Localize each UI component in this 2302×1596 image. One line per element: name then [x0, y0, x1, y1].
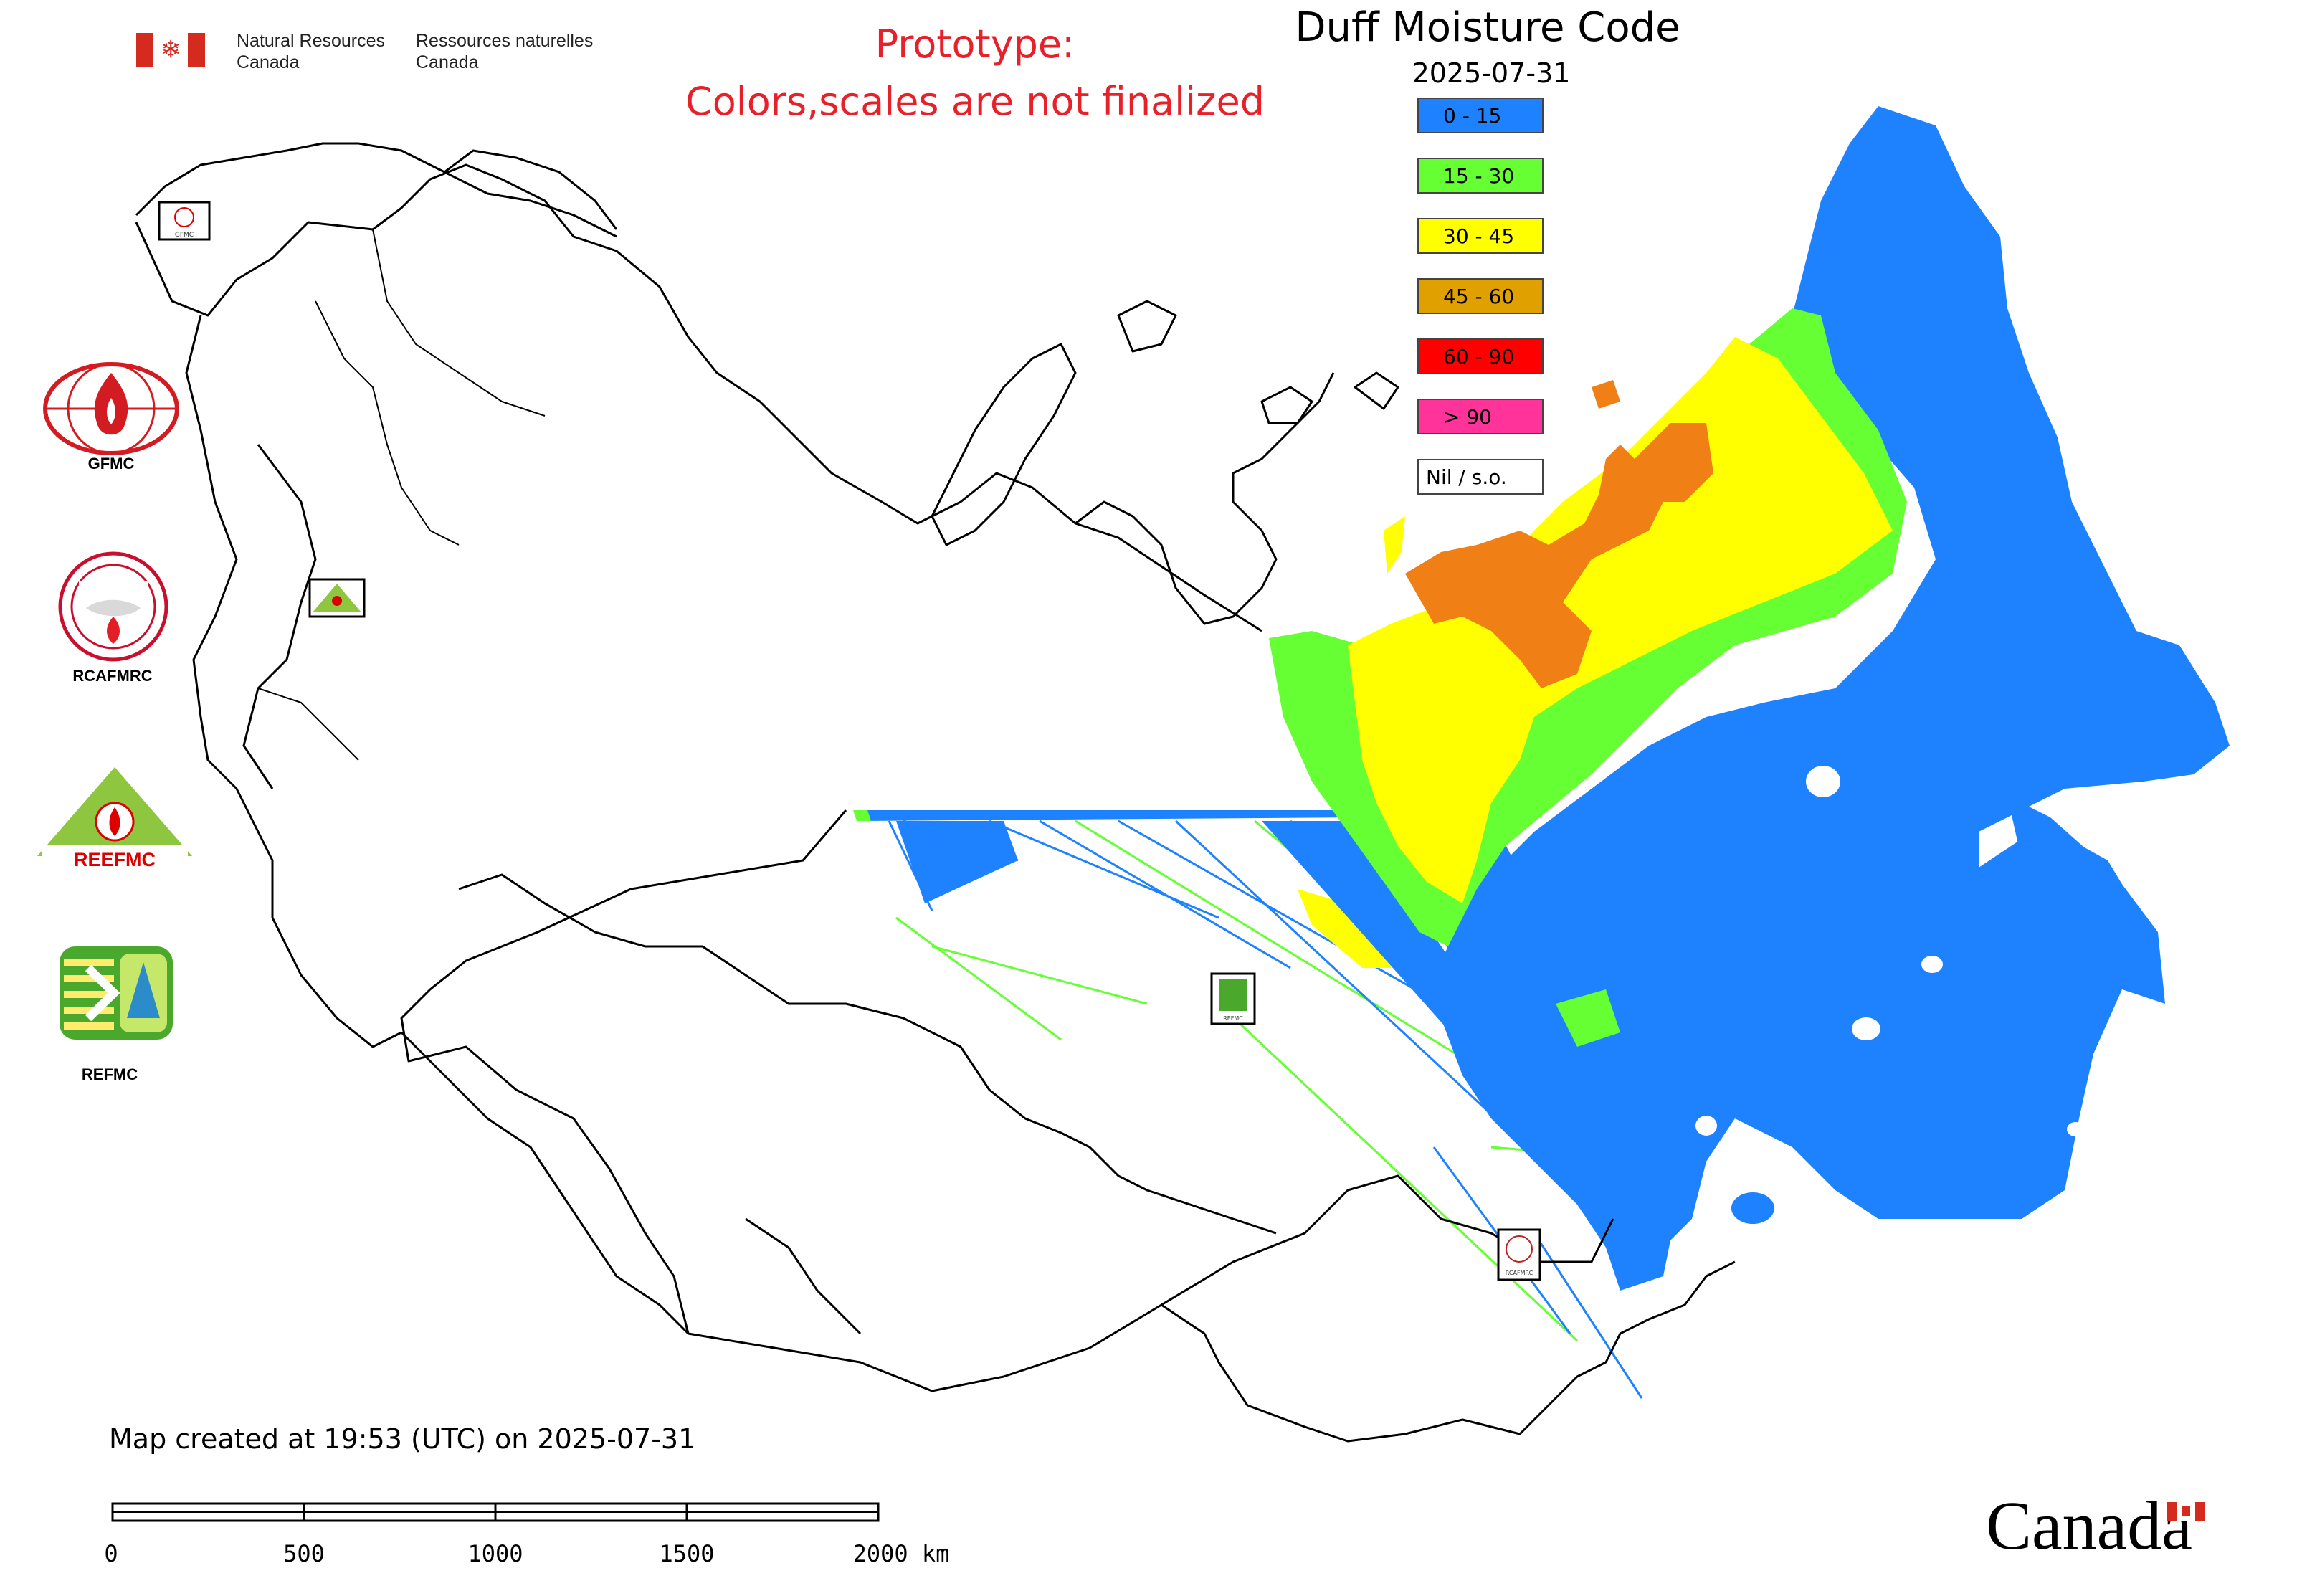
reefmc-logo-text: REEFMC	[74, 849, 156, 870]
legend-label: 30 - 45	[1443, 224, 1515, 248]
legend-item: 0 - 15	[1417, 98, 1544, 133]
smear-line	[1217, 1002, 1579, 1342]
dmc-45-60-island	[1592, 380, 1620, 409]
scale-tick-label: 1000	[467, 1540, 523, 1567]
scale-tick-label: 2000 km	[852, 1540, 950, 1567]
scale-tick-label: 500	[283, 1540, 325, 1567]
map-title: Duff Moisture Code	[1295, 4, 1680, 51]
legend-label: 15 - 30	[1443, 163, 1515, 188]
prototype-notice: Prototype: Colors,scales are not finaliz…	[667, 16, 1283, 130]
novaya-zemlya	[931, 343, 1077, 546]
kazakhstan-outline	[458, 873, 1277, 1235]
dmc-30-45-region	[1348, 337, 1893, 903]
rcafmrc-marker-label: RCAFMRC	[1506, 1270, 1533, 1276]
dmc-raster	[853, 106, 2230, 1399]
prototype-notice-line1: Prototype:	[875, 22, 1075, 67]
scandinavia-coast	[135, 142, 617, 238]
gfmc-caption: GFMC	[87, 455, 135, 472]
severnaya-zemlya	[1117, 300, 1177, 353]
smear-line	[1075, 820, 1492, 1077]
dmc-30-45-coast	[1384, 516, 1405, 574]
dmc-15-30-patch	[1556, 989, 1620, 1047]
boundaries	[135, 142, 1736, 1443]
legend-item: > 90	[1417, 399, 1544, 434]
scale-bar-graphic	[111, 1502, 880, 1522]
canada-wordmark: Canada	[1986, 1487, 2192, 1564]
dmc-45-60-north	[1635, 423, 1713, 502]
kola-peninsula	[444, 149, 618, 230]
rcafmrc-caption: RCAFMRC	[72, 667, 153, 685]
mongolia-outline	[1161, 1260, 1736, 1443]
dmc-0-15-region	[1441, 106, 2230, 1291]
nrcan-english-line2: Canada	[237, 52, 300, 72]
lake	[1806, 766, 1840, 797]
lake	[1852, 1017, 1880, 1040]
canada-flag-icon: ❄	[136, 33, 205, 67]
finland-sweden-outline	[185, 315, 402, 1048]
legend-label: Nil / s.o.	[1426, 465, 1507, 489]
legend-item: 60 - 90	[1417, 338, 1544, 374]
nrcan-french: Ressources naturelles Canada	[416, 30, 593, 73]
scale-tick-label: 1500	[659, 1540, 715, 1567]
refmc-caption: REFMC	[81, 1065, 138, 1083]
rcafmrc-logo	[58, 551, 168, 662]
smear-line	[1533, 1232, 1643, 1399]
prototype-notice-line2: Colors,scales are not finalized	[685, 79, 1265, 124]
rcafmrc-marker[interactable]	[1497, 1228, 1541, 1281]
map-created-note: Map created at 19:53 (UTC) on 2025-07-31	[109, 1423, 696, 1455]
rcafmrc-marker-icon	[1506, 1235, 1533, 1263]
legend-item: 15 - 30	[1417, 158, 1544, 194]
lakes	[1695, 766, 2084, 1136]
nrcan-french-line1: Ressources naturelles	[416, 31, 594, 51]
legend-label: > 90	[1443, 404, 1492, 429]
reefmc-marker-flame	[332, 596, 342, 606]
map-markers: GFMC REFMC RCAFMRC	[158, 201, 1541, 1281]
gfmc-marker-icon	[174, 207, 194, 227]
nrcan-english-line1: Natural Resources	[237, 31, 386, 51]
canada-wordmark-flag-icon	[2167, 1502, 2205, 1521]
legend-label: 45 - 60	[1443, 284, 1515, 308]
arctic-islands	[1260, 371, 1399, 424]
legend-item: 30 - 45	[1417, 218, 1544, 254]
smear-line	[931, 945, 1148, 1005]
smear-line	[989, 820, 1219, 919]
lake	[1695, 1116, 1717, 1136]
nrcan-english: Natural Resources Canada	[237, 30, 385, 73]
scale-bar: 0 500 1000 1500 2000 km	[100, 1498, 968, 1570]
dmc-45-60-region	[1405, 445, 1663, 688]
map-date: 2025-07-31	[1412, 57, 1571, 89]
refmc-marker-label: REFMC	[1223, 1015, 1243, 1022]
legend-label: 0 - 15	[1443, 103, 1502, 128]
dmc-0-15-kamchatka	[2007, 796, 2165, 1004]
smear-blue-band	[853, 810, 1362, 821]
scale-tick-label: 0	[104, 1540, 118, 1567]
lake	[2067, 1122, 2084, 1136]
gfmc-marker-label: GFMC	[175, 232, 194, 239]
central-asia-outline	[400, 1031, 862, 1335]
nrcan-signature: ❄ Natural Resources Canada Ressources na…	[136, 30, 609, 73]
dmc-0-15-sakhalin	[1731, 1192, 1774, 1224]
baltic-outline	[242, 444, 317, 789]
yamal-taymyr-coast	[1075, 372, 1335, 625]
gfmc-logo	[43, 362, 179, 455]
smear-line	[895, 916, 1062, 1041]
legend-item: 45 - 60	[1417, 278, 1544, 314]
nrcan-french-line2: Canada	[416, 52, 479, 72]
legend-item: Nil / s.o.	[1417, 459, 1544, 495]
smear-green-edge	[853, 810, 871, 821]
russia-region-lines	[257, 229, 546, 761]
refmc-marker-icon	[1219, 979, 1247, 1011]
smear-blue-wedge	[896, 821, 1018, 903]
legend-label: 60 - 90	[1443, 344, 1515, 369]
lake	[1921, 956, 1943, 973]
reefmc-logo	[37, 767, 192, 863]
smear-line	[1039, 820, 1291, 969]
refmc-logo	[60, 946, 173, 1040]
